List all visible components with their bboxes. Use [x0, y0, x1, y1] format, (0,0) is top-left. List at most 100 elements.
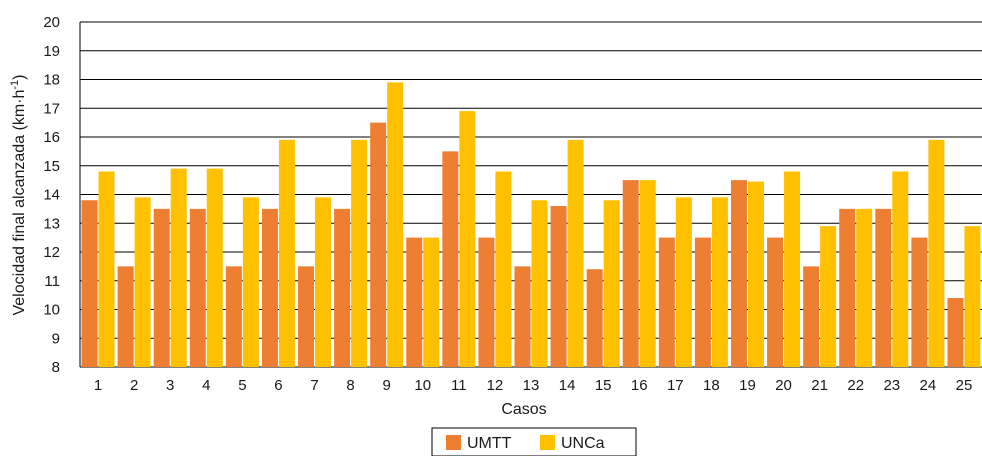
- x-tick-label: 8: [346, 377, 354, 394]
- bar-unca-14: [567, 139, 584, 367]
- bar-umtt-4: [189, 208, 206, 367]
- y-tick-label: 19: [43, 43, 60, 60]
- x-tick-label: 4: [202, 377, 210, 394]
- legend-label-umtt: UMTT: [467, 435, 512, 452]
- bar-unca-16: [639, 180, 656, 367]
- y-tick-label: 14: [43, 187, 60, 204]
- bar-unca-4: [206, 168, 223, 367]
- x-tick-label: 19: [739, 377, 756, 394]
- x-tick-label: 16: [631, 377, 648, 394]
- bar-unca-2: [134, 197, 151, 367]
- bar-unca-3: [170, 168, 187, 367]
- bar-umtt-24: [911, 237, 928, 367]
- legend-frame: [431, 427, 637, 456]
- bar-unca-23: [892, 171, 909, 367]
- x-tick-label: 14: [559, 377, 576, 394]
- x-tick-label: 7: [310, 377, 318, 394]
- x-tick-label: 2: [130, 377, 138, 394]
- bar-unca-17: [675, 197, 692, 367]
- bar-unca-9: [387, 82, 404, 367]
- legend-label-unca: UNCa: [561, 435, 605, 452]
- y-tick-label: 20: [43, 14, 60, 31]
- y-tick-label: 16: [43, 129, 60, 146]
- bar-unca-15: [603, 200, 620, 367]
- x-tick-label: 9: [383, 377, 391, 394]
- bar-umtt-10: [406, 237, 423, 367]
- bar-umtt-6: [261, 208, 278, 367]
- legend: UMTT UNCa: [431, 427, 637, 456]
- bar-umtt-18: [694, 237, 711, 367]
- y-tick-label: 13: [43, 215, 60, 232]
- bar-unca-6: [278, 139, 295, 367]
- y-tick-label: 11: [44, 273, 60, 290]
- bar-umtt-14: [550, 206, 567, 367]
- x-tick-label: 6: [274, 377, 282, 394]
- y-axis-title-superscript: -1: [9, 80, 21, 90]
- bar-umtt-2: [117, 266, 134, 367]
- x-tick-label: 24: [920, 377, 937, 394]
- bar-unca-13: [531, 200, 548, 367]
- legend-swatch-umtt: [446, 435, 461, 450]
- bar-unca-7: [315, 197, 332, 367]
- bar-umtt-21: [803, 266, 820, 367]
- bar-unca-25: [964, 226, 981, 367]
- bar-umtt-11: [442, 151, 459, 367]
- x-tick-label: 21: [811, 377, 828, 394]
- y-tick-label: 9: [52, 330, 60, 347]
- x-tick-label: 23: [883, 377, 900, 394]
- legend-swatch-unca: [540, 435, 555, 450]
- bar-umtt-22: [839, 208, 856, 367]
- bar-unca-11: [459, 111, 476, 367]
- x-tick-labels: 1 2 3 4 5 6 7 8 9 10 11 12 13 14 15 16 17 18 19 20 21 22 23 24 2…: [94, 377, 972, 394]
- x-tick-label: 3: [166, 377, 174, 394]
- bar-umtt-25: [947, 298, 964, 367]
- bar-umtt-19: [730, 180, 747, 367]
- bar-umtt-7: [298, 266, 315, 367]
- x-tick-label: 25: [956, 377, 973, 394]
- bar-umtt-16: [622, 180, 639, 367]
- y-tick-label: 10: [43, 302, 60, 319]
- y-tick-labels: 8 9 10 11 12 13 14 15 16 17 18 19 20: [43, 14, 60, 376]
- bar-umtt-17: [658, 237, 675, 367]
- bar-umtt-12: [478, 237, 495, 367]
- bar-unca-22: [856, 208, 873, 367]
- x-tick-label: 22: [847, 377, 864, 394]
- x-tick-label: 15: [595, 377, 612, 394]
- x-axis-title: Casos: [501, 401, 546, 418]
- bar-unca-1: [98, 171, 115, 367]
- bar-unca-18: [711, 197, 728, 367]
- bar-umtt-5: [225, 266, 242, 367]
- bar-unca-5: [242, 197, 259, 367]
- bar-unca-8: [351, 139, 368, 367]
- y-tick-label: 18: [43, 72, 60, 89]
- bar-unca-10: [423, 237, 440, 367]
- bar-umtt-13: [514, 266, 531, 367]
- y-tick-label: 12: [43, 244, 60, 261]
- x-tick-label: 18: [703, 377, 720, 394]
- x-tick-label: 13: [523, 377, 540, 394]
- bar-umtt-20: [767, 237, 784, 367]
- y-tick-label: 15: [43, 158, 60, 175]
- x-tick-label: 10: [414, 377, 431, 394]
- bar-unca-19: [747, 181, 764, 367]
- bars: [81, 82, 981, 367]
- x-tick-label: 5: [238, 377, 246, 394]
- bar-unca-21: [820, 226, 837, 367]
- bar-umtt-8: [334, 208, 351, 367]
- x-tick-label: 17: [667, 377, 684, 394]
- bar-umtt-23: [875, 208, 892, 367]
- y-tick-label: 8: [52, 359, 60, 376]
- y-axis-title: Velocidad final alcanzada (km·h-1): [9, 74, 28, 315]
- x-tick-label: 11: [451, 377, 467, 394]
- bar-umtt-3: [153, 208, 170, 367]
- bar-unca-20: [784, 171, 801, 367]
- x-tick-label: 1: [94, 377, 102, 394]
- x-tick-label: 20: [775, 377, 792, 394]
- bar-umtt-9: [370, 122, 387, 367]
- bar-umtt-15: [586, 269, 603, 367]
- bar-unca-24: [928, 139, 945, 367]
- bar-unca-12: [495, 171, 512, 367]
- x-tick-label: 12: [487, 377, 504, 394]
- y-tick-label: 17: [43, 100, 60, 117]
